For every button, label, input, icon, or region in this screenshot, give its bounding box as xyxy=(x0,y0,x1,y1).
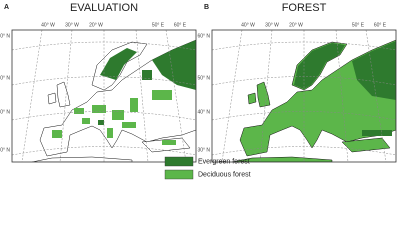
map-frame xyxy=(11,29,197,163)
lon-label: 20° W xyxy=(289,22,303,28)
legend-label: Deciduous forest xyxy=(198,171,251,178)
legend-swatch xyxy=(164,156,194,167)
panel-b xyxy=(211,29,397,163)
panel-letter: A xyxy=(4,4,9,11)
lon-label: 40° W xyxy=(241,22,255,28)
lon-label: 40° W xyxy=(41,22,55,28)
lon-label: 30° W xyxy=(65,22,79,28)
lon-label: 50° E xyxy=(352,22,365,28)
panel-title: FOREST xyxy=(282,2,327,14)
legend-swatch xyxy=(164,169,194,180)
evergreen-areas xyxy=(294,41,396,136)
lat-label: 40° N xyxy=(0,109,10,115)
lon-label: 30° W xyxy=(265,22,279,28)
panel-a xyxy=(11,29,197,163)
lon-label: 50° E xyxy=(152,22,165,28)
panel-title: EVALUATION xyxy=(70,2,138,14)
lat-label: 50° N xyxy=(197,75,210,81)
lon-label: 20° W xyxy=(89,22,103,28)
legend-label: Evergreen forest xyxy=(198,158,250,165)
page: {"panels": [ {"letter": "A", "title": "E… xyxy=(0,1,397,180)
lat-label: 40° N xyxy=(197,109,210,115)
panel-letter: B xyxy=(204,4,209,11)
lat-label: 30° N xyxy=(0,147,10,153)
evergreen-patches xyxy=(98,40,196,125)
lat-label: 60° N xyxy=(0,33,10,39)
figure: A EVALUATION B FOREST 40° W 30° W 20° W 50°… xyxy=(0,2,397,180)
lat-label: 50° N xyxy=(0,75,10,81)
tick-labels: 40° W 30° W 20° W 50° E 60° E 60° N 50° N 40° N… xyxy=(0,22,387,153)
lat-label: 30° N xyxy=(197,147,210,153)
deciduous-patches xyxy=(52,90,176,145)
map-frame xyxy=(211,29,397,163)
lon-label: 60° E xyxy=(174,22,187,28)
lon-label: 60° E xyxy=(374,22,387,28)
lat-label: 60° N xyxy=(197,33,210,39)
